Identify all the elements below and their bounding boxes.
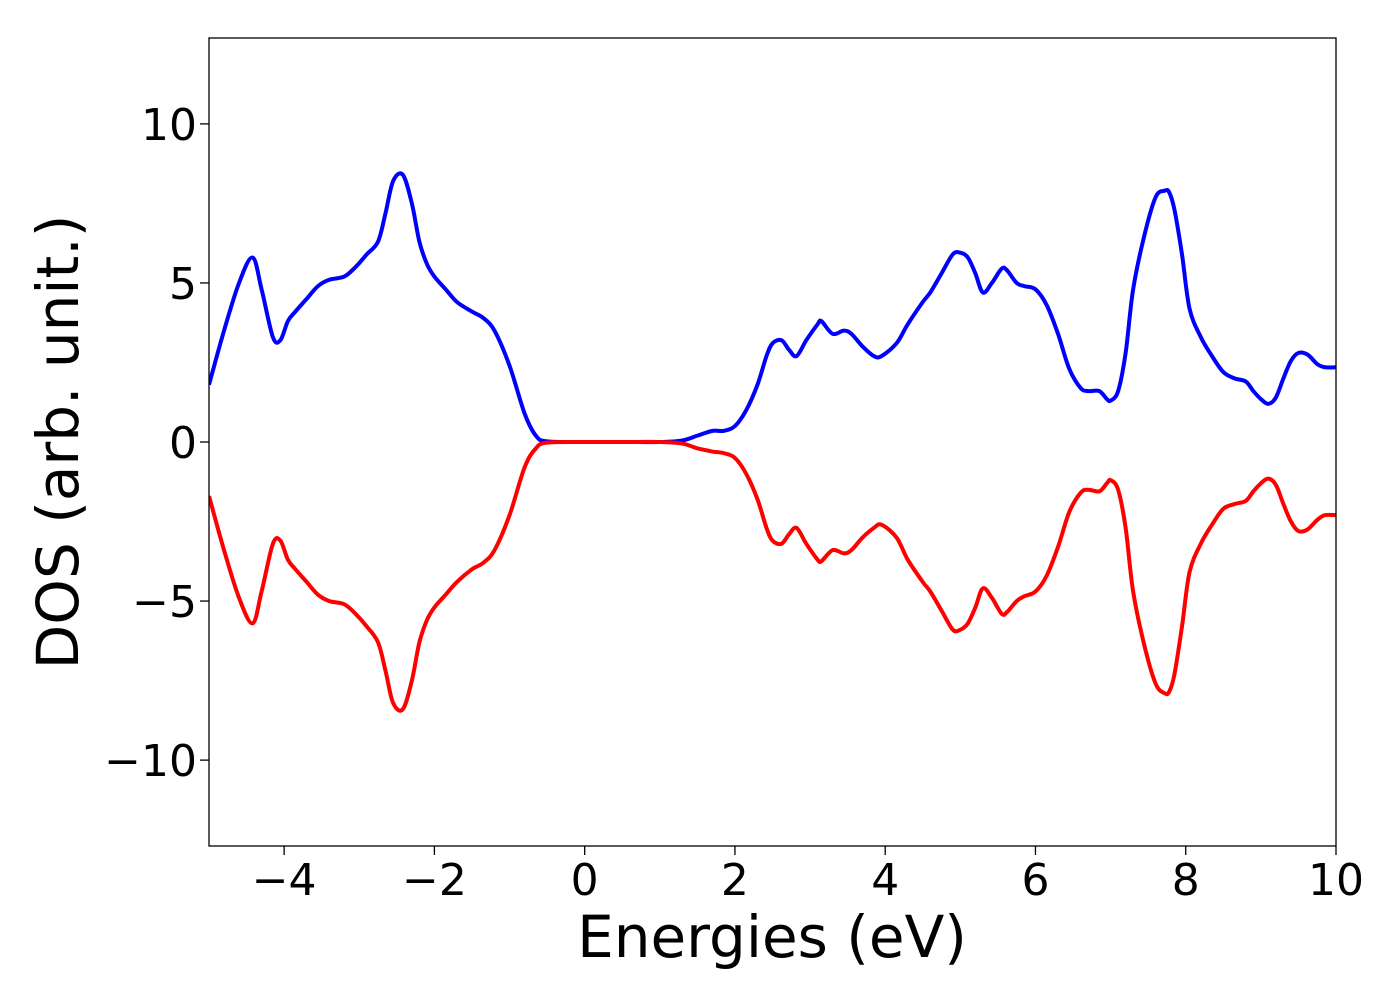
plot-frame <box>208 37 1337 847</box>
y-tick-label: −10 <box>104 736 197 787</box>
x-tick-label: 6 <box>1021 855 1049 906</box>
x-axis: −4 −2 0 2 4 6 8 10 <box>252 846 1364 906</box>
x-tick-label: 8 <box>1172 855 1200 906</box>
x-tick-label: −2 <box>402 855 467 906</box>
x-tick-label: 4 <box>871 855 899 906</box>
x-tick-label: 10 <box>1308 855 1364 906</box>
x-tick-label: −4 <box>252 855 317 906</box>
series-line-1 <box>209 171 1336 445</box>
x-tick-label: 2 <box>721 855 749 906</box>
y-tick-label: 10 <box>141 100 197 151</box>
y-tick-label: 5 <box>169 259 197 310</box>
series-layer <box>209 171 1336 713</box>
y-tick-label: −5 <box>132 577 197 628</box>
x-axis-label: Energies (eV) <box>577 903 967 971</box>
y-axis-label: DOS (arb. unit.) <box>24 215 92 670</box>
x-tick-label: 0 <box>571 855 599 906</box>
y-axis: 10 5 0 −5 −10 <box>104 100 209 787</box>
y-tick-label: 0 <box>169 418 197 469</box>
series-line-2 <box>209 439 1336 713</box>
